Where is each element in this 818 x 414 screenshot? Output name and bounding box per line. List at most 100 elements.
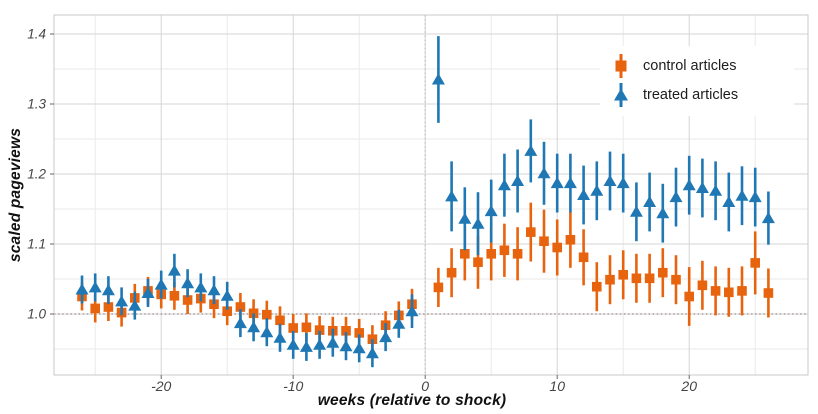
data-point-square <box>473 257 483 267</box>
x-tick-label: 0 <box>421 378 429 394</box>
data-point-triangle <box>339 340 353 352</box>
data-point-square <box>618 270 628 280</box>
data-point-triangle <box>141 286 155 298</box>
data-point-square <box>710 286 721 296</box>
data-point-square <box>737 286 747 296</box>
treated-triangle-icon <box>614 82 628 107</box>
data-point-triangle <box>154 278 168 290</box>
data-point-triangle <box>326 336 340 348</box>
data-point-triangle <box>405 305 419 317</box>
data-point-triangle <box>299 340 313 352</box>
data-point-triangle <box>722 195 736 207</box>
data-point-square <box>301 322 312 333</box>
data-point-triangle <box>181 277 195 289</box>
data-point-triangle <box>497 179 511 191</box>
data-point-triangle <box>207 284 221 296</box>
data-point-triangle <box>761 211 775 224</box>
data-point-square <box>169 291 180 301</box>
data-point-triangle <box>379 330 393 343</box>
data-point-triangle <box>352 342 366 354</box>
x-axis-title: weeks (relative to shock) <box>317 392 507 409</box>
data-point-square <box>341 326 351 336</box>
data-point-square <box>354 328 364 338</box>
data-point-triangle <box>577 188 591 200</box>
y-tick-labels: 1.0 1.1 1.2 1.3 1.4 <box>27 27 46 322</box>
data-point-square <box>605 274 615 285</box>
data-point-triangle <box>458 212 472 224</box>
data-point-square <box>697 280 708 291</box>
legend: control articles treated articles <box>600 46 794 116</box>
x-tick-label: 10 <box>549 378 565 394</box>
data-point-square <box>486 249 496 259</box>
data-point-triangle <box>365 347 379 359</box>
data-point-square <box>658 267 668 278</box>
legend-item-treated: treated articles <box>608 80 786 109</box>
data-point-triangle <box>511 174 525 186</box>
y-tick-label: 1.2 <box>27 167 46 182</box>
y-tick-label: 1.1 <box>27 237 46 252</box>
data-point-triangle <box>669 190 683 203</box>
data-point-triangle <box>88 281 102 293</box>
data-point-square <box>671 274 681 285</box>
data-point-square <box>103 302 114 312</box>
data-point-square <box>631 273 642 284</box>
data-point-triangle <box>682 179 696 191</box>
data-point-triangle <box>194 281 208 293</box>
data-point-triangle <box>445 190 459 202</box>
data-point-square <box>592 281 602 292</box>
data-point-triangle <box>563 176 577 189</box>
data-point-triangle <box>75 283 89 295</box>
data-point-triangle <box>603 174 617 186</box>
x-tick-label: -20 <box>151 378 171 394</box>
data-point-square <box>724 287 734 298</box>
data-point-triangle <box>128 299 142 311</box>
y-tick-label: 1.3 <box>27 97 46 112</box>
data-point-square <box>512 249 523 259</box>
data-point-square <box>460 249 470 259</box>
data-point-triangle <box>709 184 723 196</box>
legend-item-control: control articles <box>608 51 786 80</box>
data-point-square <box>222 306 232 316</box>
data-point-square <box>750 258 760 268</box>
data-point-triangle <box>643 195 657 207</box>
data-point-square <box>565 235 576 245</box>
data-point-square <box>433 282 444 293</box>
y-axis-title: scaled pageviews <box>7 127 24 263</box>
data-point-triangle <box>695 181 709 193</box>
y-tick-label: 1.0 <box>27 307 46 322</box>
reference-lines <box>54 15 808 375</box>
data-point-square <box>539 236 549 246</box>
data-point-triangle <box>260 326 274 338</box>
data-point-triangle <box>233 316 247 329</box>
data-point-triangle <box>471 217 485 229</box>
data-point-square <box>262 309 272 320</box>
data-point-triangle <box>313 338 327 350</box>
data-point-square <box>275 315 285 326</box>
y-tick-label: 1.4 <box>27 27 46 42</box>
data-point-square <box>644 273 655 284</box>
data-point-triangle <box>286 338 300 350</box>
data-point-square <box>90 303 100 314</box>
data-point-triangle <box>735 189 749 201</box>
data-point-triangle <box>167 264 181 276</box>
data-point-square <box>499 245 510 256</box>
data-point-triangle <box>247 321 261 333</box>
data-point-square <box>684 291 694 302</box>
data-point-square <box>578 252 589 263</box>
data-point-triangle <box>392 317 406 329</box>
data-point-triangle <box>629 205 643 217</box>
data-point-triangle <box>101 284 115 296</box>
data-point-triangle <box>748 190 762 203</box>
data-point-triangle <box>616 176 630 189</box>
data-point-triangle <box>484 204 498 217</box>
data-point-square <box>314 325 325 335</box>
control-square-icon <box>615 53 627 78</box>
data-point-triangle <box>550 176 564 189</box>
data-point-square <box>235 302 246 312</box>
axis-ticks <box>50 33 690 379</box>
data-point-square <box>182 295 193 305</box>
x-tick-label: 20 <box>680 378 697 394</box>
data-point-square <box>288 323 298 333</box>
data-point-triangle <box>220 289 234 301</box>
x-tick-label: -10 <box>283 378 303 394</box>
